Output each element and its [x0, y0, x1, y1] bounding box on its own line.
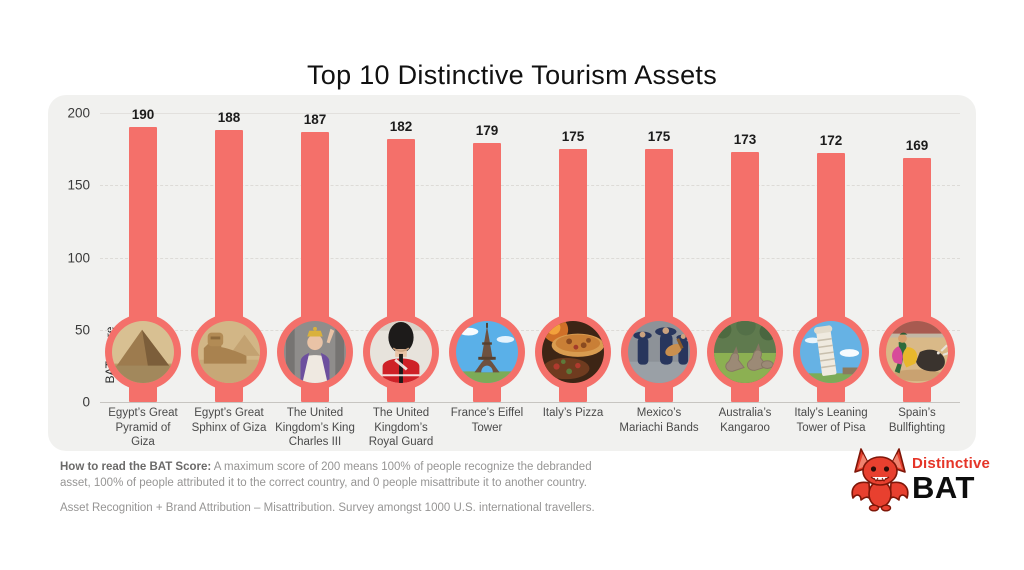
mariachi-icon: [628, 321, 690, 383]
bat-mascot-icon: [848, 446, 912, 512]
logo-word-distinctive: Distinctive: [912, 455, 991, 472]
asset-circle: [535, 314, 611, 390]
y-axis-ticks: 0 50 100 150 200: [48, 106, 96, 410]
page-title: Top 10 Distinctive Tourism Assets: [306, 60, 718, 90]
category-label: Mexico’s Mariachi Bands: [619, 407, 699, 434]
bar-column: 190: [100, 107, 186, 402]
asset-circle: [621, 314, 697, 390]
bar-value-label: 173: [733, 132, 757, 148]
category-label: Spain’s Bullfighting: [888, 407, 946, 434]
bar-value-label: 175: [647, 129, 671, 145]
gridline-50: [100, 329, 960, 331]
bar-value-label: 190: [131, 107, 155, 123]
category-label: Italy’s Pizza: [542, 407, 604, 419]
category-label: The United Kingdom’s King Charles III: [275, 407, 355, 449]
how-to-read-lead: How to read the BAT Score:: [60, 461, 212, 473]
chart-footnote: How to read the BAT Score: A maximum sco…: [60, 459, 620, 516]
sphinx-icon: [198, 321, 260, 383]
gridline-200: [100, 113, 960, 114]
bar-column: 187: [272, 111, 358, 402]
asset-circle: [191, 314, 267, 390]
bar-value-label: 187: [303, 111, 327, 127]
bar-value-label: 175: [561, 129, 585, 145]
royal-guard-icon: [370, 321, 432, 383]
bar-value-label: 188: [217, 110, 241, 126]
pizza-icon: [542, 321, 604, 383]
bar-value-label: 169: [905, 137, 929, 153]
asset-circle: [449, 314, 525, 390]
category-label: Egypt’s Great Pyramid of Giza: [108, 407, 178, 449]
category-label: France’s Eiffel Tower: [450, 407, 524, 434]
bar-column: 173: [702, 113, 788, 402]
bar-column: 182: [358, 113, 444, 402]
bar-value-label: 182: [389, 119, 413, 135]
kangaroo-icon: [714, 321, 776, 383]
category-label: The United Kingdom’s Royal Guard: [368, 407, 434, 449]
asset-circle: [277, 314, 353, 390]
gridline-0: [100, 402, 960, 403]
bullfighting-icon: [886, 321, 948, 383]
pyramid-icon: [112, 321, 174, 383]
bar-value-label: 172: [819, 133, 843, 149]
y-tick-label-0: 0: [82, 394, 90, 410]
category-label: Egypt’s Great Sphinx of Giza: [191, 407, 267, 434]
logo-word-bat: BAT: [912, 470, 975, 505]
bar-column: 169: [874, 113, 960, 402]
y-tick-label-50: 50: [74, 322, 90, 338]
x-axis-labels: Egypt’s Great Pyramid of Giza Egypt’s Gre…: [100, 406, 960, 450]
bar-value-label: 179: [475, 123, 499, 139]
bar-column: 179: [444, 113, 530, 402]
pisa-tower-icon: [800, 321, 862, 383]
y-tick-label-200: 200: [67, 105, 90, 121]
how-to-read-body: A maximum score of 200 means 100% of peo…: [60, 461, 592, 490]
how-to-read-text: How to read the BAT Score: A maximum sco…: [60, 459, 620, 491]
gridline-100: [100, 257, 960, 259]
formula-text: Asset Recognition + Brand Attribution – …: [60, 502, 595, 515]
bar-column: 175: [530, 113, 616, 402]
asset-circle: [879, 314, 955, 390]
category-label: Australia’s Kangaroo: [718, 407, 772, 434]
asset-circle: [363, 314, 439, 390]
category-label: Italy’s Leaning Tower of Pisa: [794, 407, 868, 434]
y-tick-label-150: 150: [67, 177, 90, 193]
plot-area: 190 188 187 182 179 175 175 173 172 169: [100, 107, 960, 403]
asset-circle: [105, 314, 181, 390]
bar-column: 175: [616, 113, 702, 402]
bar-column: 188: [186, 110, 272, 402]
y-tick-label-100: 100: [67, 250, 90, 265]
king-charles-icon: [284, 321, 346, 383]
gridline-150: [100, 185, 960, 187]
bar-column: 172: [788, 113, 874, 402]
asset-circle: [707, 314, 783, 390]
eiffel-tower-icon: [456, 321, 518, 383]
asset-circle: [793, 314, 869, 390]
distinctive-bat-logo: Distinctive BAT: [848, 446, 998, 516]
